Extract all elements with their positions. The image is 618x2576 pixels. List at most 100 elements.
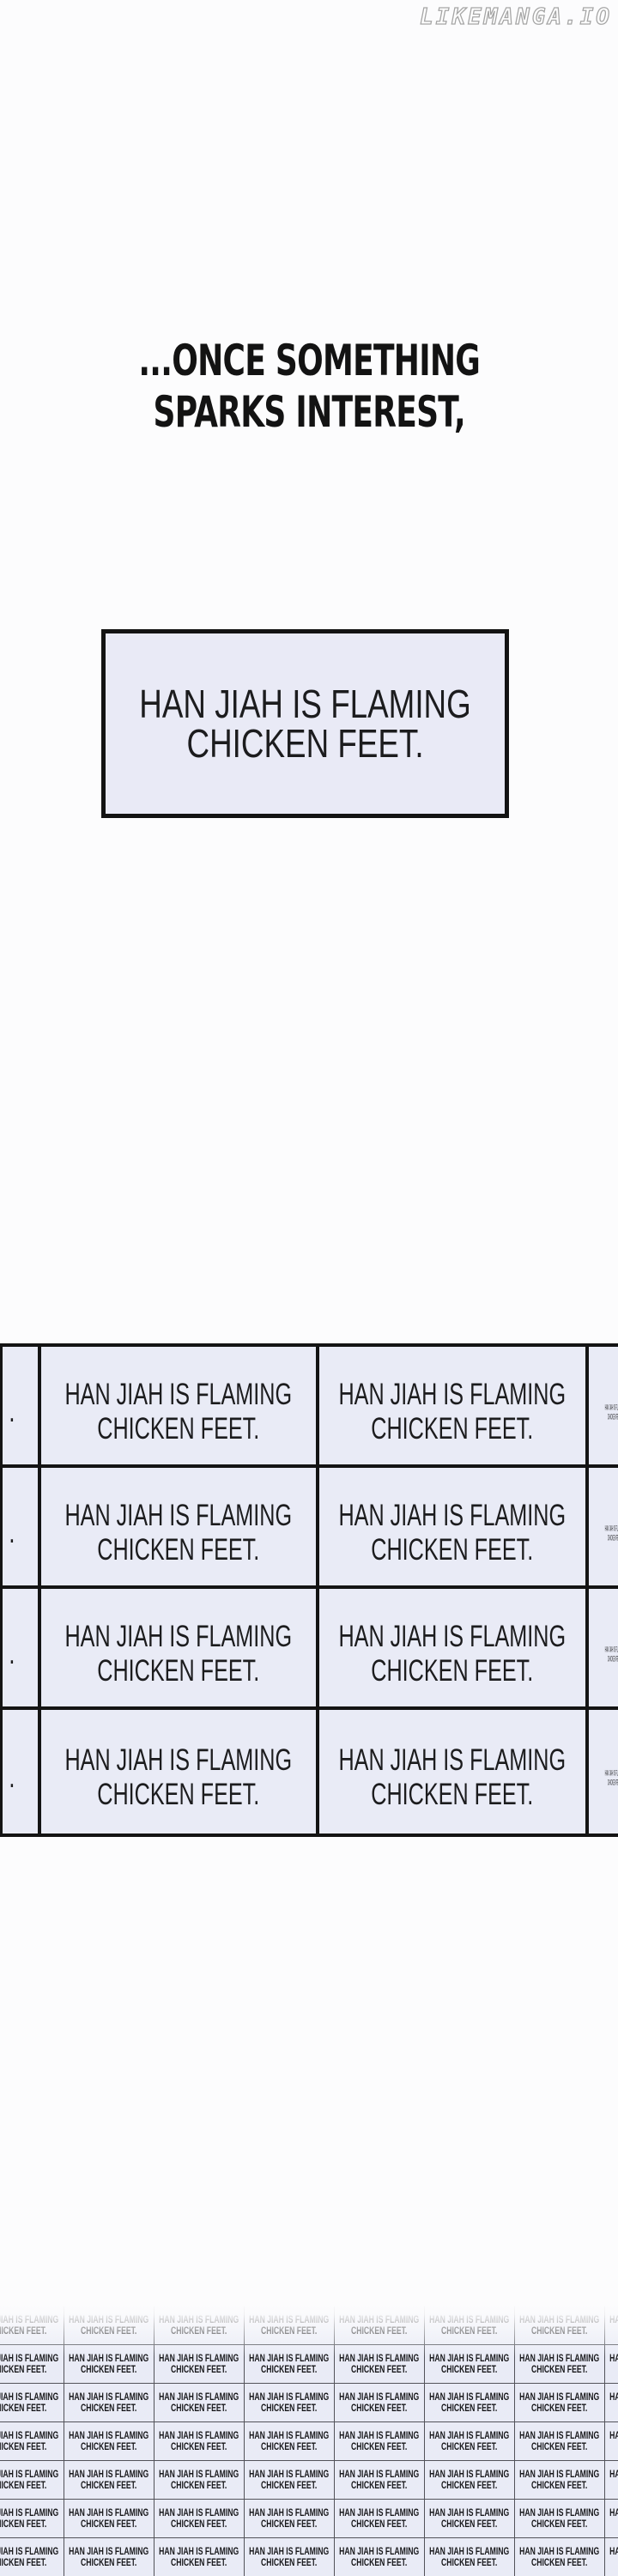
- micro-cell-line-1: HAN JIAH IS FLAMING: [519, 2428, 600, 2441]
- micro-cell-line-1: HAN JIAH IS FLAMING: [519, 2351, 600, 2364]
- micro-cell-line-1: HAN JIAH IS FLAMING: [609, 2544, 618, 2557]
- micro-cell-line-1: HAN JIAH IS FLAMING: [159, 2544, 239, 2557]
- panel-cell: HAN JIAH IS FLAMING CHICKEN FEET.: [319, 1347, 585, 1464]
- micro-cell-line-1: HAN JIAH IS FLAMING: [249, 2351, 330, 2364]
- micro-cell-line-2: CHICKEN FEET.: [531, 2402, 588, 2414]
- micro-cell-line-1: HAN JIAH IS FLAMING: [339, 2312, 420, 2325]
- panel-cell-line-1: HAN JIAH IS FLAMING: [64, 1377, 293, 1411]
- narration-text: ...ONCE SOMETHING SPARKS INTEREST,: [138, 335, 480, 438]
- micro-cell-line-1: HAN JIAH IS FLAMING: [339, 2390, 420, 2403]
- micro-cell-line-1: HAN JIAH IS FLAMING: [249, 2544, 330, 2557]
- micro-cell-line-2: CHICKEN FEET.: [261, 2440, 318, 2452]
- micro-cell-line-2: CHICKEN FEET.: [609, 2480, 618, 2492]
- micro-cell-line-2: CHICKEN FEET.: [441, 2556, 498, 2568]
- micro-cell-line-2: CHICKEN FEET.: [441, 2479, 498, 2491]
- micro-cell-line-2: CHICKEN FEET.: [609, 2557, 618, 2569]
- micro-cell-line-1: HAN JIAH IS FLAMING: [339, 2467, 420, 2480]
- panel-sliver-line-2: .: [8, 1515, 15, 1549]
- panel-cell-text: HAN JIAH IS FLAMING CHICKEN FEET.: [65, 1499, 293, 1567]
- site-watermark: LIKEMANGA.IO: [420, 3, 612, 30]
- micro-cell-line-2: CHICKEN FEET.: [441, 2518, 498, 2530]
- micro-cell-line-1: HAN JIAH IS FLAMING: [609, 2428, 618, 2441]
- micro-cell-line-2: CHICKEN FEET.: [0, 2556, 47, 2568]
- micro-cell-line-1: HAN JIAH IS FLAMING: [609, 2312, 618, 2325]
- micro-cell-line-1: HAN JIAH IS FLAMING: [519, 2312, 600, 2325]
- micro-cell-line-1: HAN JIAH IS FLAMING: [609, 2390, 618, 2403]
- panel-squish-line-1: HAN JIAH IS FLAMING: [604, 1523, 618, 1533]
- micro-cell-line-2: CHICKEN FEET.: [171, 2324, 227, 2337]
- panel-squish-line-2: CHICKEN FEET.: [608, 1653, 618, 1664]
- micro-cell-line-2: CHICKEN FEET.: [171, 2479, 227, 2491]
- panel-cell-text: HAN JIAH IS FLAMING CHICKEN FEET.: [339, 1743, 566, 1812]
- micro-cell-line-2: CHICKEN FEET.: [441, 2324, 498, 2337]
- micro-cell-line-2: CHICKEN FEET.: [441, 2440, 498, 2452]
- micro-cell-line-2: CHICKEN FEET.: [441, 2363, 498, 2375]
- micro-cell-line-1: HAN JIAH IS FLAMING: [249, 2467, 330, 2480]
- micro-cell-line-1: HAN JIAH IS FLAMING: [249, 2390, 330, 2403]
- panel-cell: HAN JIAH IS FLAMING CHICKEN FEET.: [41, 1468, 316, 1585]
- caption-box-line-2: CHICKEN FEET.: [186, 721, 424, 766]
- panel-cell-line-2: CHICKEN FEET.: [371, 1411, 534, 1446]
- narration-line-2: SPARKS INTEREST,: [153, 387, 465, 437]
- panel-cell-line-1: HAN JIAH IS FLAMING: [338, 1619, 566, 1653]
- micro-cell-line-1: HAN JIAH IS FLAMING: [0, 2428, 59, 2441]
- micro-cell-line-2: CHICKEN FEET.: [441, 2402, 498, 2414]
- panel-cell-line-1: HAN JIAH IS FLAMING: [338, 1377, 566, 1411]
- narration: ...ONCE SOMETHING SPARKS INTEREST,: [0, 335, 618, 438]
- micro-cell-line-2: CHICKEN FEET.: [609, 2325, 618, 2337]
- micro-cell-line-2: CHICKEN FEET.: [609, 2403, 618, 2415]
- panel-sliver-text: .: [9, 1516, 15, 1550]
- micro-cell-line-1: HAN JIAH IS FLAMING: [339, 2544, 420, 2557]
- micro-cell-line-1: HAN JIAH IS FLAMING: [249, 2428, 330, 2441]
- panel-sliver-line-2: .: [8, 1761, 15, 1794]
- micro-cell-line-2: CHICKEN FEET.: [0, 2324, 47, 2337]
- micro-cell-line-2: CHICKEN FEET.: [531, 2518, 588, 2530]
- panel-cell-text: HAN JIAH IS FLAMING CHICKEN FEET.: [65, 1620, 293, 1688]
- micro-cell-line-1: HAN JIAH IS FLAMING: [69, 2312, 149, 2325]
- micro-cell-line-2: CHICKEN FEET.: [261, 2556, 318, 2568]
- micro-cell-line-1: HAN JIAH IS FLAMING: [609, 2351, 618, 2364]
